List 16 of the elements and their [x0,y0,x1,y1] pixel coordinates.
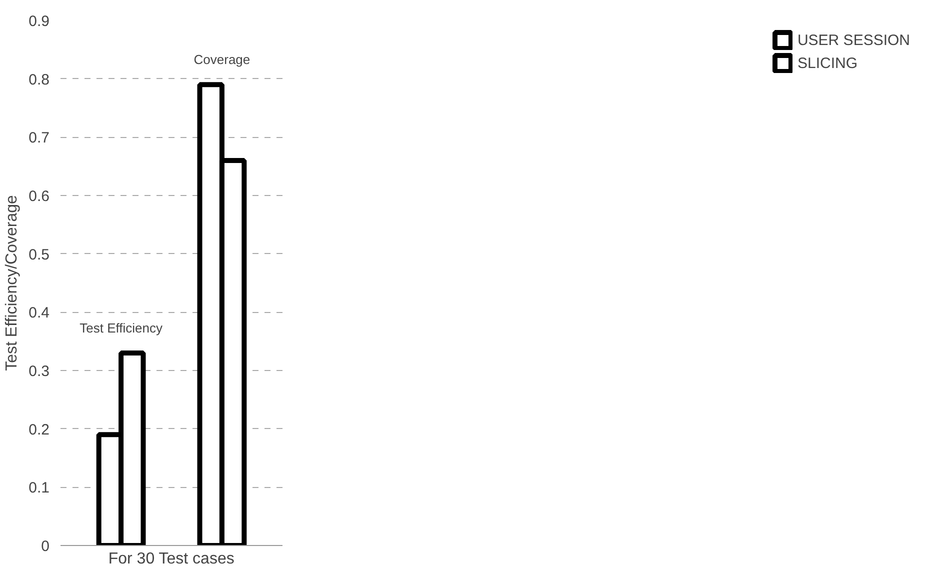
y-tick-label: 0.9 [28,13,50,30]
y-tick-label: 0.7 [28,130,50,147]
y-tick-label: 0.3 [28,363,50,380]
y-tick-label: 0.2 [28,421,50,438]
y-tick-label: 0.4 [28,304,50,322]
y-tick-label: 0.5 [28,246,50,264]
legend-label: SLICING [797,54,858,72]
y-tick-label: 0.1 [28,480,50,497]
x-tick-label: Test Efficiency [80,320,163,336]
y-axis-title: Test Efficiency/Coverage [4,195,21,371]
x-tick-label: Coverage [194,52,250,68]
x-axis-title: For 30 Test cases [108,550,234,568]
y-tick-label: 0.8 [28,71,50,88]
legend-label: USER SESSION [797,32,910,48]
y-tick-label: 0 [41,538,50,555]
y-tick-label: 0.6 [28,188,50,205]
